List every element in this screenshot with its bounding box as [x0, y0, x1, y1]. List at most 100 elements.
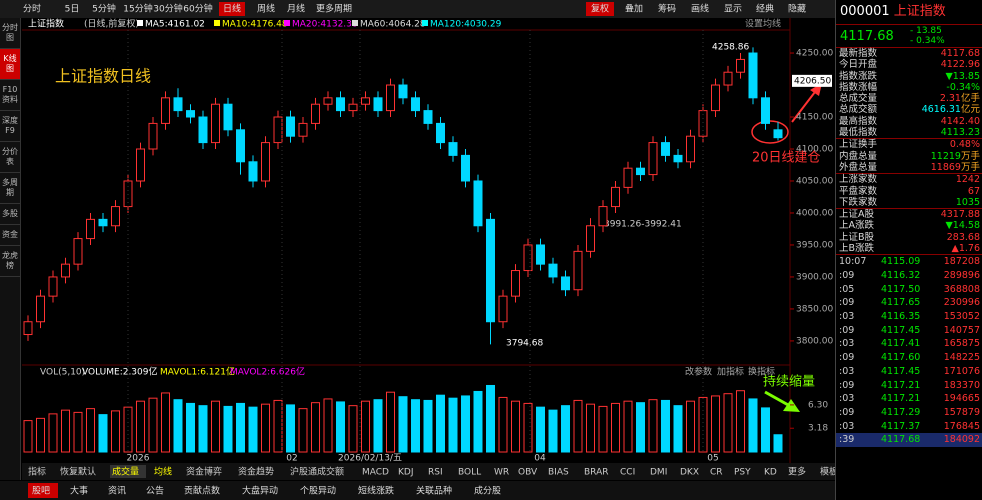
indicator-tab[interactable]: MACD	[362, 468, 389, 478]
vol-action[interactable]: 改参数	[685, 366, 712, 378]
volume-bar	[136, 400, 145, 453]
period-tab[interactable]: 月线	[287, 3, 305, 15]
side-tab[interactable]: 分时图	[0, 18, 20, 49]
toolbar-bg	[0, 0, 835, 18]
period-tab[interactable]: 30分钟	[153, 3, 182, 15]
period-tab[interactable]: 分时	[23, 3, 41, 15]
y-tick-label: 3950.00	[796, 240, 833, 250]
indicator-tab[interactable]: RSI	[428, 468, 443, 478]
quote-label: 总成交量	[839, 93, 878, 105]
bottom-tab[interactable]: 资讯	[108, 486, 126, 497]
bottom-tab[interactable]: 成分股	[474, 485, 501, 497]
indicator-tab[interactable]: 指标	[28, 466, 46, 478]
volume-bar	[411, 399, 420, 453]
indicator-tab[interactable]: 模板	[820, 466, 835, 478]
volume-bar	[323, 398, 333, 453]
candle	[673, 154, 683, 163]
indicator-tab[interactable]: OBV	[518, 468, 538, 478]
candle	[648, 142, 658, 176]
indicator-tab[interactable]: KDJ	[398, 468, 414, 478]
period-tab[interactable]: 5分钟	[92, 3, 116, 15]
tool-button[interactable]: 复权	[591, 3, 609, 15]
indicator-tab[interactable]: WR	[494, 468, 509, 478]
tool-button[interactable]: 隐藏	[788, 3, 806, 15]
volume-bar	[636, 402, 645, 453]
y-tick-label: 3900.00	[796, 272, 833, 282]
quote-value: 11219	[930, 150, 961, 162]
indicator-tab[interactable]: DMI	[650, 468, 667, 478]
indicator-tab[interactable]: BOLL	[458, 468, 481, 478]
period-tab[interactable]: 60分钟	[183, 3, 212, 15]
quote-value: 4122.96	[940, 59, 980, 71]
indicator-tab[interactable]: 资金博弈	[186, 466, 222, 478]
side-tab[interactable]: 深度F9	[0, 111, 20, 142]
indicator-tab[interactable]: BRAR	[584, 468, 608, 478]
code: 000001	[840, 4, 890, 19]
side-tab[interactable]: K线图	[0, 49, 20, 80]
tab-active	[219, 2, 245, 16]
indicator-tab[interactable]: BIAS	[548, 468, 569, 478]
vol-action[interactable]: 换指标	[748, 366, 775, 378]
vol-action[interactable]: 加指标	[717, 366, 744, 378]
indicator-tab[interactable]: KD	[764, 468, 777, 478]
bottom-tab[interactable]: 大盘异动	[242, 485, 278, 497]
side-tab[interactable]: 龙虎榜	[0, 246, 20, 277]
bottom-tab[interactable]: 大事	[70, 485, 88, 497]
volume-bar	[286, 404, 295, 453]
trade-volume: 176845	[943, 420, 980, 432]
indicator-tab[interactable]: 均线	[154, 466, 172, 478]
indicator-tab[interactable]: 更多	[788, 466, 806, 478]
tool-button[interactable]: 显示	[724, 4, 742, 15]
legend-name: 上证指数	[28, 18, 64, 30]
indicator-tab[interactable]: CCI	[620, 468, 635, 478]
peak-label: 4258.86	[712, 43, 749, 53]
candle	[286, 116, 295, 137]
candle	[586, 225, 595, 252]
indicator-tab[interactable]: DKX	[680, 468, 699, 478]
trade-price: 4117.60	[881, 352, 921, 364]
indicator-tab[interactable]: 沪股通成交额	[290, 466, 344, 478]
quote-value: 0.48%	[949, 139, 980, 151]
period-tab[interactable]: 15分钟	[123, 3, 152, 15]
quote-row: 总成交量 2.31 亿手	[836, 93, 982, 104]
bottom-tab[interactable]: 短线涨跌	[358, 485, 394, 497]
legend-settings[interactable]: 设置均线	[745, 18, 781, 30]
bottom-tab[interactable]: 个股异动	[300, 486, 336, 497]
indicator-tab[interactable]: CR	[710, 468, 723, 478]
side-tab[interactable]: 分价表	[0, 142, 20, 173]
tool-button[interactable]: 经典	[756, 3, 774, 15]
candle	[761, 97, 770, 124]
bottom-tab[interactable]: 公告	[146, 485, 164, 497]
quote-value: 4317.88	[940, 209, 980, 221]
quote-row: 上证A股 4317.88	[836, 208, 982, 220]
tool-button[interactable]: 叠加	[625, 4, 643, 15]
side-tab[interactable]: 多周期	[0, 173, 20, 204]
side-tab[interactable]: 多股	[0, 204, 20, 225]
bottom-tab[interactable]: 贡献点数	[184, 485, 220, 497]
volume-bar	[598, 405, 608, 453]
volume-bar	[711, 395, 720, 453]
bottom-tab[interactable]: 股吧	[32, 486, 50, 497]
volume-bar	[573, 399, 583, 453]
period-tab[interactable]: 更多周期	[316, 3, 352, 15]
tool-button[interactable]: 筹码	[658, 3, 676, 15]
volume-bar	[261, 403, 270, 453]
bottom-tab[interactable]: 关联品种	[416, 485, 452, 497]
period-tab[interactable]: 5日	[65, 4, 80, 15]
indicator-tab[interactable]: 资金趋势	[238, 466, 274, 478]
indicator-tab[interactable]: PSY	[734, 468, 751, 478]
period-tab[interactable]: 日线	[223, 3, 241, 15]
period-tab[interactable]: 周线	[257, 3, 275, 15]
quote-label: 上A涨跌	[839, 220, 874, 232]
quote-unit: 万手	[960, 150, 980, 162]
indicator-tab[interactable]: 成交量	[112, 466, 139, 478]
candle	[611, 186, 620, 208]
trade-volume: 289896	[943, 270, 980, 282]
indicator-tab[interactable]: 恢复默认	[60, 466, 96, 478]
quote-label: 上证换手	[839, 139, 878, 151]
side-tab[interactable]: F10资料	[0, 80, 20, 111]
candle	[686, 135, 695, 163]
side-tab[interactable]: 资金	[0, 225, 20, 246]
tool-button[interactable]: 画线	[691, 3, 709, 15]
trade-volume: 187208	[943, 256, 980, 268]
